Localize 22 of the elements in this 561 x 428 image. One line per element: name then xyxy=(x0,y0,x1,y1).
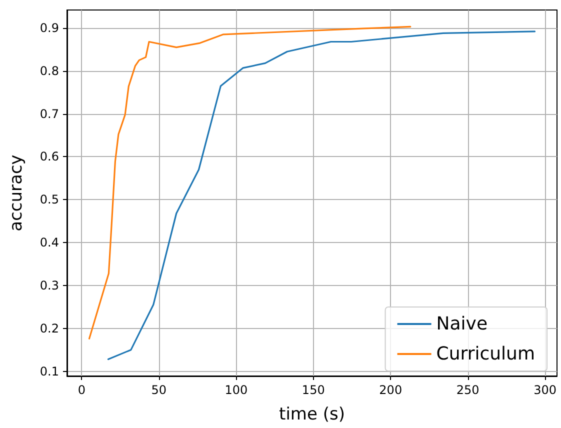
x-tick-label: 300 xyxy=(534,383,557,397)
y-tick-label: 0.5 xyxy=(40,192,59,207)
x-axis-title: time (s) xyxy=(279,404,345,424)
x-tick-label: 200 xyxy=(379,383,402,397)
x-tick-label: 150 xyxy=(302,383,325,397)
legend-label: Naive xyxy=(436,314,488,334)
line-series xyxy=(107,30,536,360)
legend-label: Curriculum xyxy=(436,344,536,364)
y-tick-label: 0.7 xyxy=(40,106,59,121)
y-tick-label: 0.8 xyxy=(40,64,59,78)
y-tick-label: 0.3 xyxy=(40,278,59,292)
y-axis-title: accuracy xyxy=(6,154,26,232)
y-tick-label: 0.2 xyxy=(40,321,59,336)
x-tick-label: 250 xyxy=(456,383,480,397)
x-tick-label: 50 xyxy=(151,383,167,397)
line-series xyxy=(88,26,412,340)
x-tick-label: 0 xyxy=(78,383,86,397)
y-tick-label: 0.4 xyxy=(40,236,59,250)
y-tick-label: 0.9 xyxy=(40,21,59,36)
x-tick-label: 100 xyxy=(224,383,248,397)
y-tick-label: 0.1 xyxy=(40,364,59,378)
y-tick-label: 0.6 xyxy=(40,150,59,164)
